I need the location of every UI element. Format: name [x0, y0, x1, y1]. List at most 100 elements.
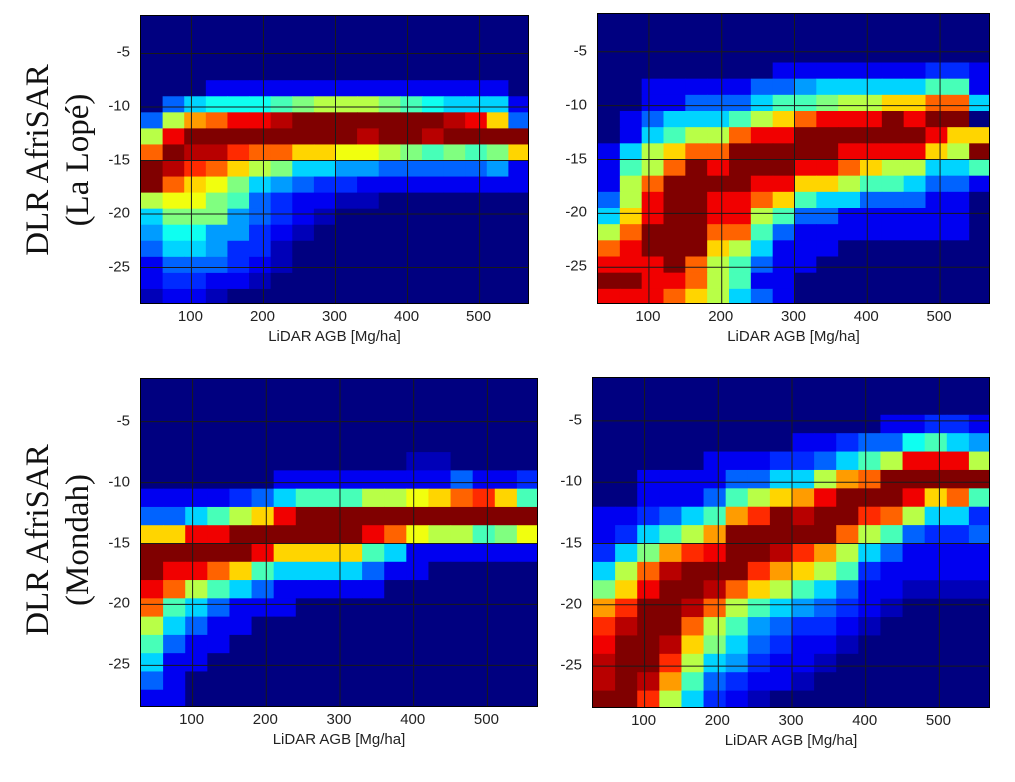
heatmap-cell — [619, 175, 643, 193]
heatmap-cell — [313, 192, 337, 210]
heatmap-cell — [406, 506, 430, 526]
heatmap-cell — [881, 159, 905, 177]
heatmap-cell — [681, 525, 705, 545]
heatmap-cell — [946, 690, 970, 707]
heatmap-cell — [619, 208, 643, 225]
heatmap-cell — [814, 488, 837, 508]
heatmap-cell — [836, 598, 859, 618]
heatmap-cell — [162, 32, 185, 49]
heatmap-cell — [750, 127, 774, 144]
heatmap-cell — [406, 397, 430, 417]
heatmap-cell — [924, 653, 948, 673]
heatmap-cell — [227, 240, 250, 258]
heatmap-cell — [317, 671, 341, 691]
heatmap-cell — [335, 80, 358, 97]
heatmap-cell — [340, 506, 363, 526]
x-tick-label: 100 — [631, 712, 657, 729]
heatmap-cell — [707, 78, 730, 96]
heatmap-cell — [925, 94, 948, 112]
heatmap-cell — [838, 14, 861, 31]
x-axis-label: LiDAR AGB [Mg/ha] — [724, 732, 858, 749]
heatmap-cell — [384, 616, 407, 636]
heatmap-cell — [794, 208, 817, 225]
heatmap-cell — [836, 396, 859, 416]
heatmap-cell — [428, 525, 452, 545]
heatmap-cell — [747, 433, 771, 453]
heatmap-cell — [317, 433, 341, 453]
heatmap-cell — [881, 62, 905, 80]
heatmap-cell — [598, 111, 621, 128]
heatmap-cell — [816, 256, 839, 274]
heatmap-cell — [357, 112, 380, 129]
heatmap-cell — [725, 396, 749, 416]
heatmap-cell — [141, 488, 164, 508]
heatmap-cell — [251, 543, 275, 563]
heatmap-cell — [273, 561, 297, 581]
heatmap-cell — [641, 127, 665, 144]
heatmap-cell — [880, 635, 904, 655]
heatmap-cell — [516, 415, 537, 435]
heatmap-cell — [880, 653, 904, 673]
heatmap-cell — [443, 208, 466, 226]
heatmap-cell — [880, 561, 904, 581]
heatmap-cell — [880, 469, 904, 489]
heatmap-cell — [924, 561, 948, 581]
heatmap-cell — [703, 690, 727, 707]
heatmap-cell — [681, 469, 705, 489]
heatmap-cell — [969, 127, 989, 144]
heatmap-cell — [335, 176, 358, 194]
heatmap-cell — [598, 256, 621, 274]
heatmap-cell — [641, 111, 665, 128]
heatmap-cell — [249, 240, 272, 258]
heatmap-cell — [357, 256, 380, 274]
heatmap-cell — [516, 470, 537, 490]
heatmap-cell — [685, 111, 708, 128]
heatmap-cell — [249, 128, 272, 146]
heatmap-cell — [362, 634, 385, 654]
heatmap-cell — [516, 653, 537, 673]
heatmap-cell — [925, 30, 948, 47]
heatmap-cell — [229, 671, 253, 691]
heatmap-cell — [968, 506, 989, 526]
heatmap-cell — [465, 112, 488, 129]
heatmap-cell — [947, 240, 970, 258]
heatmap-cell — [836, 617, 859, 637]
heatmap-cell — [443, 256, 466, 274]
row-label-line2: (Mondah) — [60, 474, 96, 606]
heatmap-cell — [516, 506, 537, 526]
x-tick-label: 200 — [708, 308, 734, 325]
heatmap-cell — [249, 112, 272, 129]
heatmap-cell — [162, 112, 185, 129]
heatmap-cell — [185, 671, 208, 691]
heatmap-cell — [794, 111, 817, 128]
heatmap-cell — [637, 653, 660, 673]
heatmap-cell — [968, 672, 989, 692]
heatmap-cell — [598, 272, 621, 290]
heatmap-cell — [340, 470, 363, 490]
heatmap-cell — [163, 433, 186, 453]
heatmap-cell — [494, 415, 518, 435]
heatmap-cell — [860, 78, 883, 96]
heatmap-cell — [729, 30, 752, 47]
heatmap-cell — [598, 240, 621, 258]
heatmap-cell — [362, 506, 385, 526]
heatmap-cell — [184, 160, 207, 178]
y-tick-label: -20 — [560, 595, 582, 613]
x-tick-label: 500 — [473, 711, 499, 728]
heatmap-cell — [317, 379, 341, 398]
heatmap-cell — [340, 488, 363, 508]
heatmap-cell — [443, 288, 466, 303]
heatmap-cell — [747, 525, 771, 545]
heatmap-cell — [924, 525, 948, 545]
heatmap-cell — [141, 112, 164, 129]
heatmap-cell — [794, 191, 817, 209]
heatmap-cell — [273, 488, 297, 508]
heatmap-cell — [443, 48, 466, 65]
heatmap-cell — [681, 433, 705, 453]
heatmap-cell — [663, 30, 686, 47]
heatmap-cell — [641, 191, 665, 209]
heatmap-cell — [184, 288, 207, 303]
heatmap-cell — [141, 240, 164, 258]
heatmap-cell — [465, 256, 488, 274]
heatmap-cell — [249, 16, 272, 33]
